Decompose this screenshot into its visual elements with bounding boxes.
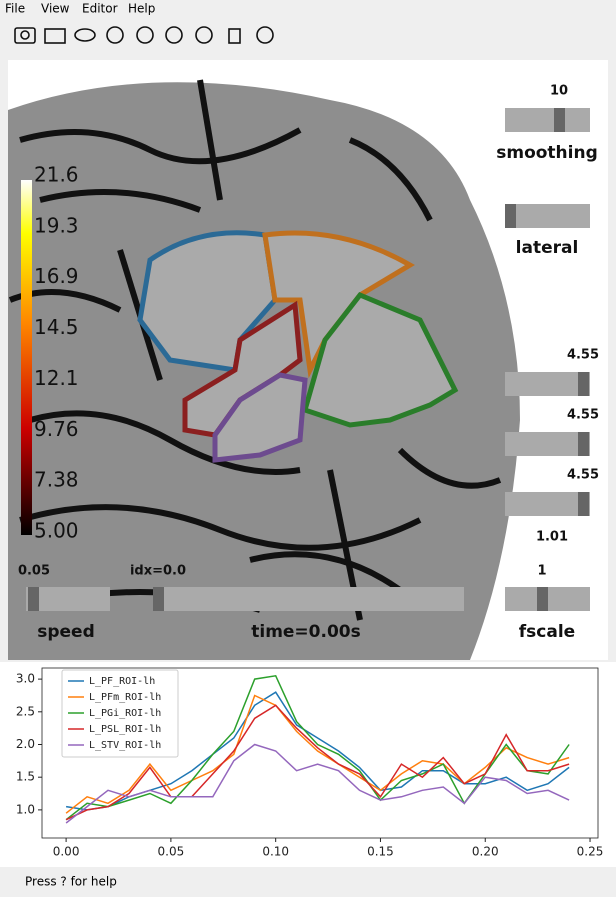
smoothing-value: 10 — [550, 84, 568, 99]
slider-handle[interactable] — [578, 372, 589, 396]
series-line — [65, 704, 570, 821]
slider-handle[interactable] — [153, 587, 164, 611]
lateral-label: lateral — [516, 238, 579, 258]
colorbar-tick-label: 7.38 — [34, 468, 79, 492]
threshold-slider[interactable] — [505, 492, 590, 516]
shutter-icon[interactable] — [165, 26, 183, 44]
colorbar-tick-label: 19.3 — [34, 213, 79, 237]
speed-label: speed — [37, 622, 95, 642]
extra-value: 1.01 — [536, 530, 568, 545]
screenshot-icon-lens — [20, 30, 30, 40]
series-line — [65, 743, 570, 824]
idx-label: idx=0.0 — [130, 564, 186, 579]
y-tick-label: 1.5 — [16, 770, 35, 784]
legend — [61, 669, 179, 758]
y-tick-label: 3.0 — [16, 672, 35, 686]
colorbar-tick-label: 12.1 — [34, 366, 79, 390]
colorbar — [21, 180, 32, 535]
speed-slider[interactable] — [26, 587, 110, 611]
roi-pgi — [301, 291, 459, 428]
time-slider[interactable] — [153, 587, 464, 611]
y-tick-label: 1.0 — [16, 802, 35, 816]
threshold-slider[interactable] — [505, 432, 590, 456]
sliders — [26, 108, 590, 611]
colorbar-tick-label: 21.6 — [34, 163, 79, 187]
fscale-label: fscale — [519, 622, 575, 642]
menu: File View Editor Help — [5, 2, 155, 16]
play-icon[interactable] — [106, 26, 124, 44]
legend-label: L_PGi_ROI-lh — [89, 708, 161, 719]
threshold-value: 4.55 — [567, 348, 599, 363]
slider-handle[interactable] — [578, 492, 589, 516]
help-icon[interactable] — [256, 26, 274, 44]
slider-handle[interactable] — [554, 108, 565, 132]
colorbar-tick-label: 14.5 — [34, 315, 79, 339]
fscale-value: 1 — [537, 564, 546, 579]
smoothing-label: smoothing — [496, 143, 598, 163]
speed-value: 0.05 — [18, 564, 50, 579]
legend-label: L_PFm_ROI-lh — [89, 692, 161, 703]
threshold-value: 4.55 — [567, 468, 599, 483]
menu-item[interactable]: View — [41, 2, 70, 16]
legend-label: L_PSL_ROI-lh — [89, 724, 161, 735]
menu-item[interactable]: File — [5, 2, 25, 16]
brain — [8, 79, 520, 660]
x-tick-label: 0.15 — [367, 845, 394, 859]
x-tick-label: 0.00 — [53, 845, 80, 859]
slider-handle[interactable] — [578, 432, 589, 456]
menu-item[interactable]: Help — [128, 2, 155, 16]
y-tick-label: 2.5 — [16, 704, 35, 718]
legend-label: L_PF_ROI-lh — [89, 676, 155, 687]
x-tick-label: 0.20 — [472, 845, 499, 859]
colorbar-tick-label: 9.76 — [34, 417, 79, 441]
colorbar-tick-label: 5.00 — [34, 519, 79, 543]
clear-icon[interactable] — [228, 28, 241, 44]
toolbar — [14, 26, 274, 44]
x-tick-label: 0.05 — [158, 845, 185, 859]
restore-icon[interactable] — [136, 26, 154, 44]
visibility-icon[interactable] — [74, 28, 96, 42]
screenshot-icon[interactable] — [14, 27, 36, 44]
lateral-slider[interactable] — [505, 204, 590, 228]
roi-pfm — [262, 230, 415, 379]
y-tick-label: 2.0 — [16, 737, 35, 751]
threshold-slider[interactable] — [505, 372, 590, 396]
threshold-value: 4.55 — [567, 408, 599, 423]
menubar — [0, 0, 616, 18]
reset-icon[interactable] — [195, 26, 213, 44]
smoothing-slider[interactable] — [505, 108, 590, 132]
movie-icon[interactable] — [44, 28, 66, 44]
menu-item[interactable]: Editor — [82, 2, 118, 16]
x-tick-label: 0.10 — [262, 845, 289, 859]
colorbar-ticks: 21.6 19.3 16.9 14.5 12.1 9.76 7.38 5.00 — [34, 163, 79, 543]
roi-stv — [212, 372, 308, 463]
series-line — [65, 694, 570, 814]
slider-handle[interactable] — [28, 587, 39, 611]
chart: 0.00 0.05 0.10 0.15 0.20 0.25 1.0 1.5 2.0 2.5 3.0 L… — [16, 667, 604, 859]
time-label: time=0.00s — [251, 622, 361, 642]
status-bar: Press ? for help — [25, 875, 117, 889]
colorbar-tick-label: 16.9 — [34, 264, 79, 288]
roi-psl — [182, 300, 303, 438]
x-tick-label: 0.25 — [577, 845, 604, 859]
legend-label: L_STV_ROI-lh — [89, 740, 161, 751]
slider-handle[interactable] — [537, 587, 548, 611]
slider-handle[interactable] — [505, 204, 516, 228]
